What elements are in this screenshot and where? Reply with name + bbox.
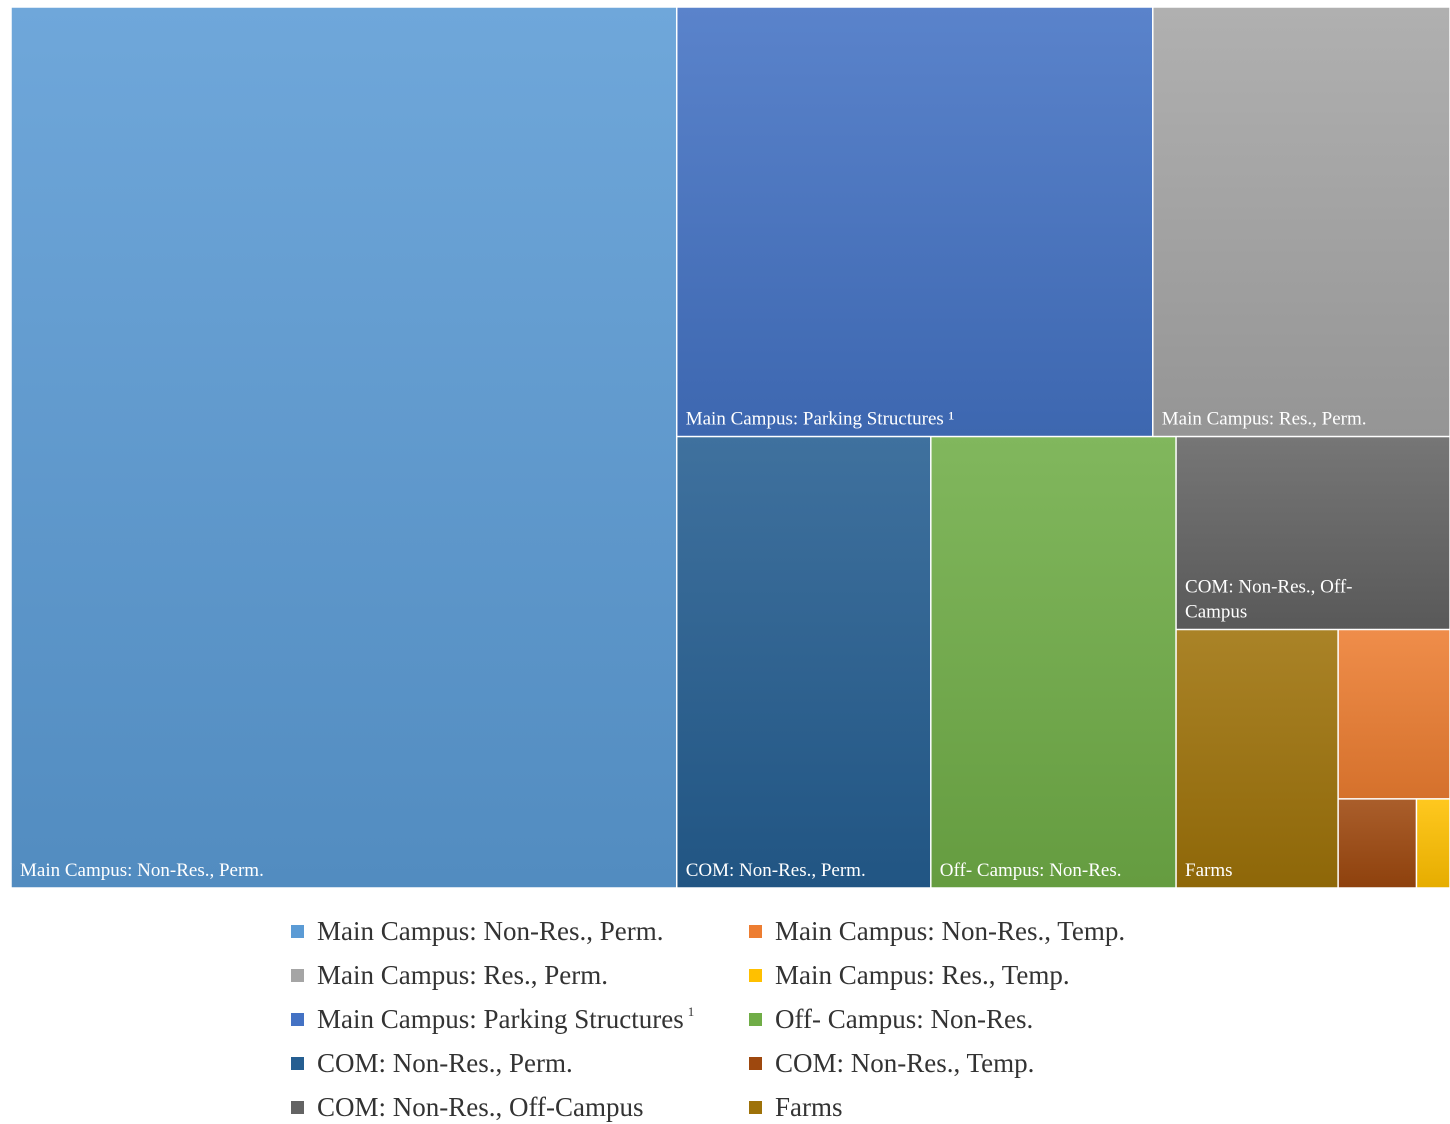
- treemap-tile-label: COM: Non-Res., Off-Campus: [1185, 577, 1352, 623]
- treemap-tile-label: Main Campus: Non-Res., Perm.: [20, 860, 264, 881]
- treemap-tile-com-non-res-perm: [677, 437, 931, 888]
- treemap-tile-label: COM: Non-Res., Perm.: [686, 860, 866, 881]
- treemap-tile-label: Main Campus: Parking Structures ¹: [686, 409, 955, 430]
- treemap-tile-farms: [1176, 630, 1338, 888]
- treemap-tile-label: Off- Campus: Non-Res.: [940, 860, 1122, 881]
- treemap-tile-labels: Main Campus: Non-Res., Perm. Main Campus:…: [20, 409, 1367, 881]
- treemap-tile-main-campus-res-perm: [1153, 7, 1450, 436]
- treemap-tile-label: Main Campus: Res., Perm.: [1162, 409, 1367, 430]
- treemap-tile-main-campus-res-temp: [1417, 799, 1450, 888]
- treemap-tile-main-campus-parking-structures: [677, 7, 1153, 436]
- treemap-tile-off-campus-non-res: [931, 437, 1176, 888]
- treemap-tile-main-campus-non-res-perm: [11, 7, 676, 888]
- treemap-tile-com-non-res-temp: [1338, 799, 1416, 888]
- treemap-tile-main-campus-non-res-temp: [1338, 630, 1450, 799]
- treemap-tile-label: Farms: [1185, 860, 1233, 881]
- treemap-tile-com-non-res-off-campus: [1176, 437, 1450, 629]
- treemap-tiles: [11, 7, 1450, 888]
